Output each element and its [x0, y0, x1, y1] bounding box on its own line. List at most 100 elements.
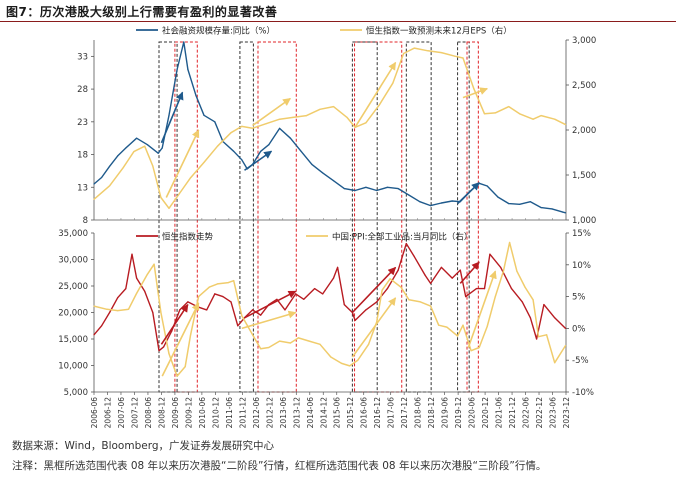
bottom-data-point [158, 350, 160, 352]
top-right-tick-label: 2,000 [572, 126, 596, 136]
bottom-data-point [198, 296, 200, 298]
top-data-point [146, 144, 148, 146]
x-tick-label: 2010-06 [198, 397, 207, 429]
bottom-series-secondary-line [93, 241, 567, 377]
x-tick-label: 2008-06 [144, 397, 153, 429]
x-tick-label: 2023-12 [562, 397, 571, 429]
bottom-data-point [483, 288, 486, 290]
top-data-point [260, 150, 262, 152]
top-series-primary-line [93, 41, 566, 214]
bottom-data-point [125, 288, 127, 290]
top-data-point [451, 200, 453, 202]
bottom-data-point [509, 241, 511, 244]
bottom-data-point [419, 301, 421, 303]
bottom-data-point [136, 277, 138, 279]
bottom-data-point [127, 308, 130, 310]
bottom-data-point [457, 335, 459, 337]
figure-title: 图7：历次港股大级别上行需要有盈利的显著改善 [6, 5, 278, 19]
top-left-tick-label: 13 [77, 183, 88, 193]
bottom-data-point [554, 317, 556, 319]
bottom-data-point [494, 296, 496, 298]
bottom-data-point [260, 348, 262, 350]
top-data-point [241, 159, 243, 161]
bottom-data-point [216, 283, 219, 285]
bottom-data-point [168, 353, 170, 355]
bottom-right-tick-label: -10% [572, 388, 594, 398]
top-data-point [179, 192, 181, 194]
trend-arrow-red [459, 261, 480, 284]
x-tick-label: 2022-12 [535, 397, 544, 429]
bottom-series-primary-line [93, 242, 566, 352]
bottom-right-tick-label: 0% [572, 324, 586, 334]
bottom-data-point [408, 299, 410, 301]
top-data-point [554, 118, 556, 120]
top-data-point [564, 124, 567, 126]
trend-arrow-yellow [161, 302, 200, 377]
bottom-left-tick-label: 35,000 [58, 229, 88, 239]
bottom-data-point [368, 343, 370, 345]
x-tick-label: 2018-12 [427, 397, 436, 429]
x-tick-label: 2010-12 [211, 397, 220, 429]
top-data-point [494, 112, 496, 114]
bottom-data-point [131, 253, 133, 255]
bottom-data-point [93, 305, 95, 307]
bottom-data-point [268, 346, 270, 349]
top-data-point [187, 68, 189, 71]
top-data-point [378, 104, 380, 106]
top-left-tick-label: 8 [83, 216, 88, 226]
top-data-point [408, 194, 410, 196]
top-left-tick-label: 18 [77, 151, 88, 161]
top-data-point [203, 161, 205, 163]
bottom-data-point [297, 337, 299, 339]
top-data-point [332, 180, 335, 182]
bottom-data-point [365, 309, 367, 311]
top-data-point [160, 196, 162, 199]
bottom-data-point [475, 288, 478, 290]
top-data-point [392, 82, 394, 84]
top-data-point [216, 145, 219, 147]
top-data-point [365, 122, 367, 124]
bottom-data-point [101, 325, 103, 327]
trend-arrow-yellow [165, 129, 200, 198]
third-stage-frame [174, 41, 198, 393]
top-data-point [519, 203, 521, 205]
x-tick-label: 2013-12 [292, 397, 301, 429]
bottom-data-point [521, 301, 523, 303]
x-tick-label: 2008-12 [157, 397, 166, 429]
top-data-point [305, 115, 308, 117]
top-data-point [279, 127, 281, 129]
top-data-point [454, 55, 456, 57]
bottom-data-point [440, 266, 442, 268]
bottom-data-point [198, 306, 200, 308]
x-tick-label: 2012-06 [252, 397, 261, 429]
x-tick-label: 2009-12 [184, 397, 193, 429]
top-data-point [230, 132, 232, 134]
trend-arrow-yellow [462, 87, 488, 99]
bottom-left-tick-label: 25,000 [58, 282, 88, 292]
bottom-data-point [500, 266, 502, 268]
trend-arrow-blue [457, 182, 480, 205]
top-data-point [125, 147, 127, 149]
bottom-data-point [397, 269, 399, 271]
bottom-right-tick-label: 5% [572, 293, 586, 303]
bottom-data-point [314, 288, 316, 290]
top-data-point [109, 165, 111, 167]
bottom-data-point [252, 309, 254, 311]
footnote: 注释：黑框所选范围代表 08 年以来历次港股“二阶段”行情，红框所选范围代表 0… [12, 460, 547, 472]
top-data-point [473, 88, 475, 90]
top-data-point [419, 201, 421, 203]
second-stage-frame [405, 41, 432, 393]
trend-arrow-red [160, 303, 189, 345]
x-tick-label: 2018-06 [414, 397, 423, 429]
x-tick-label: 2006-12 [103, 397, 112, 429]
bottom-data-point [190, 334, 192, 336]
top-data-point [365, 186, 367, 188]
bottom-legend-label: 中国:PPI:全部工业品:当月同比（右） [332, 232, 472, 243]
bottom-data-point [554, 362, 556, 364]
trend-arrow-blue [244, 150, 273, 171]
x-tick-label: 2019-06 [441, 397, 450, 429]
x-tick-label: 2020-12 [481, 397, 490, 429]
stage-frames [158, 41, 479, 393]
bottom-data-point [330, 356, 332, 358]
top-data-point [343, 188, 345, 190]
